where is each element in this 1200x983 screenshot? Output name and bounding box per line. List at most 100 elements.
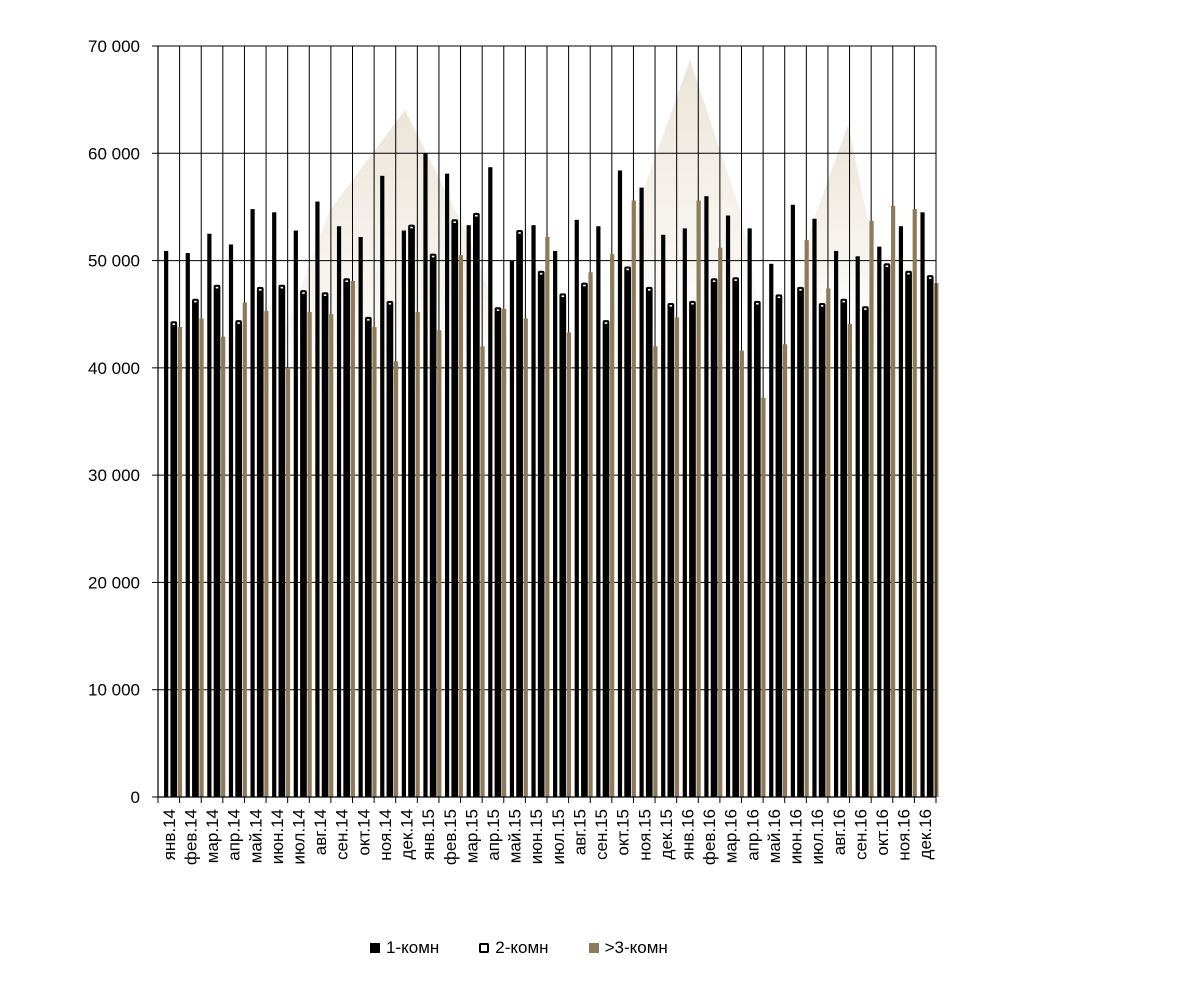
bar-2 bbox=[256, 286, 264, 798]
bar-3 bbox=[566, 332, 572, 797]
legend-label-3: >3-комн bbox=[604, 938, 668, 957]
bar-highlight bbox=[367, 319, 370, 321]
bar-3 bbox=[437, 330, 442, 797]
x-tick-label: апр.16 bbox=[743, 809, 762, 861]
bar-2 bbox=[926, 275, 934, 798]
bar-3 bbox=[393, 361, 399, 797]
bar-1 bbox=[855, 256, 860, 797]
x-tick-label: дек.14 bbox=[398, 809, 417, 859]
legend-label-1: 1-комн bbox=[386, 938, 440, 957]
x-tick-label: сен.14 bbox=[333, 809, 352, 860]
bar-2 bbox=[624, 266, 631, 798]
bar-1 bbox=[812, 218, 817, 798]
bar-1 bbox=[596, 226, 601, 798]
bar-2 bbox=[364, 316, 372, 798]
bar-2 bbox=[883, 263, 891, 798]
bar-highlight bbox=[820, 305, 824, 307]
bar-highlight bbox=[518, 232, 521, 234]
x-tick-label: июн.14 bbox=[268, 809, 287, 864]
bar-1 bbox=[790, 204, 795, 798]
bar-2 bbox=[408, 224, 415, 798]
bar-1 bbox=[488, 167, 493, 798]
bar-3 bbox=[307, 312, 312, 797]
bar-2 bbox=[559, 293, 567, 798]
bar-2 bbox=[235, 320, 242, 798]
x-tick-label: янв.15 bbox=[419, 809, 438, 860]
bar-3 bbox=[545, 236, 550, 797]
bar-1 bbox=[466, 225, 471, 798]
x-tick-label: ноя.14 bbox=[376, 809, 395, 861]
bar-1 bbox=[336, 226, 342, 798]
bar-highlight bbox=[928, 277, 932, 279]
bar-2 bbox=[429, 253, 437, 798]
bar-highlight bbox=[323, 294, 327, 296]
bar-3 bbox=[610, 254, 615, 798]
bar-3 bbox=[696, 200, 701, 797]
bar-2 bbox=[473, 212, 480, 798]
x-tick-label: окт.14 bbox=[354, 809, 373, 856]
bar-3 bbox=[523, 318, 528, 797]
bar-1 bbox=[725, 215, 731, 798]
bar-highlight bbox=[756, 302, 759, 305]
x-tick-label: апр.15 bbox=[484, 809, 503, 861]
bar-3 bbox=[739, 350, 744, 797]
x-tick-label: мар.15 bbox=[462, 809, 481, 863]
x-tick-label: дек.16 bbox=[916, 809, 935, 859]
bar-2 bbox=[905, 270, 912, 798]
bar-1 bbox=[207, 233, 212, 797]
x-tick-label: окт.16 bbox=[873, 809, 892, 856]
bar-1 bbox=[661, 234, 666, 797]
bar-highlight bbox=[842, 300, 845, 303]
bar-3 bbox=[221, 336, 226, 797]
bar-highlight bbox=[561, 295, 565, 298]
bar-2 bbox=[689, 300, 696, 798]
x-tick-label: июл.14 bbox=[289, 809, 308, 864]
bar-3 bbox=[458, 255, 463, 797]
bar-3 bbox=[674, 317, 680, 797]
bar-highlight bbox=[345, 280, 348, 283]
bar-highlight bbox=[907, 272, 910, 275]
bar-3 bbox=[782, 344, 788, 797]
bar-1 bbox=[898, 226, 904, 798]
bar-highlight bbox=[475, 214, 478, 217]
bar-1 bbox=[250, 209, 255, 797]
bar-2 bbox=[840, 298, 848, 798]
bar-3 bbox=[588, 272, 593, 797]
bar-1 bbox=[185, 253, 190, 798]
bar-highlight bbox=[885, 265, 889, 267]
x-tick-label: янв.16 bbox=[678, 809, 697, 860]
bar-1 bbox=[444, 173, 450, 798]
bar-1 bbox=[920, 212, 925, 798]
bar-2 bbox=[602, 320, 610, 798]
bar-1 bbox=[682, 228, 687, 797]
x-tick-label: авг.14 bbox=[311, 809, 330, 855]
legend-item-1: 1-комн bbox=[370, 938, 439, 958]
bar-1 bbox=[617, 170, 623, 798]
bar-2 bbox=[300, 290, 307, 798]
bar-3 bbox=[199, 318, 204, 797]
bar-1 bbox=[553, 250, 558, 797]
y-tick-label: 60 000 bbox=[88, 144, 140, 163]
bar-highlight bbox=[194, 300, 197, 303]
bar-1 bbox=[293, 230, 298, 797]
bar-2 bbox=[862, 306, 869, 798]
bar-1 bbox=[423, 153, 428, 798]
bar-2 bbox=[775, 294, 783, 798]
bar-2 bbox=[451, 219, 459, 798]
y-tick-labels: 0 10 000 20 000 30 000 40 000 50 000 60 000 70 … bbox=[88, 37, 140, 807]
bar-2 bbox=[645, 286, 653, 798]
bar-2 bbox=[710, 278, 718, 798]
x-tick-label: сен.16 bbox=[851, 809, 870, 860]
bar-highlight bbox=[539, 272, 543, 275]
bar-highlight bbox=[583, 284, 586, 287]
x-tick-label: дек.15 bbox=[657, 809, 676, 859]
bar-2 bbox=[321, 292, 329, 798]
bar-2 bbox=[797, 286, 804, 798]
bar-2 bbox=[343, 278, 351, 798]
bar-2 bbox=[213, 284, 221, 798]
bar-highlight bbox=[496, 309, 500, 311]
x-tick-label: ноя.16 bbox=[895, 809, 914, 861]
bar-3 bbox=[177, 327, 183, 797]
x-tick-label: янв.14 bbox=[160, 809, 179, 860]
